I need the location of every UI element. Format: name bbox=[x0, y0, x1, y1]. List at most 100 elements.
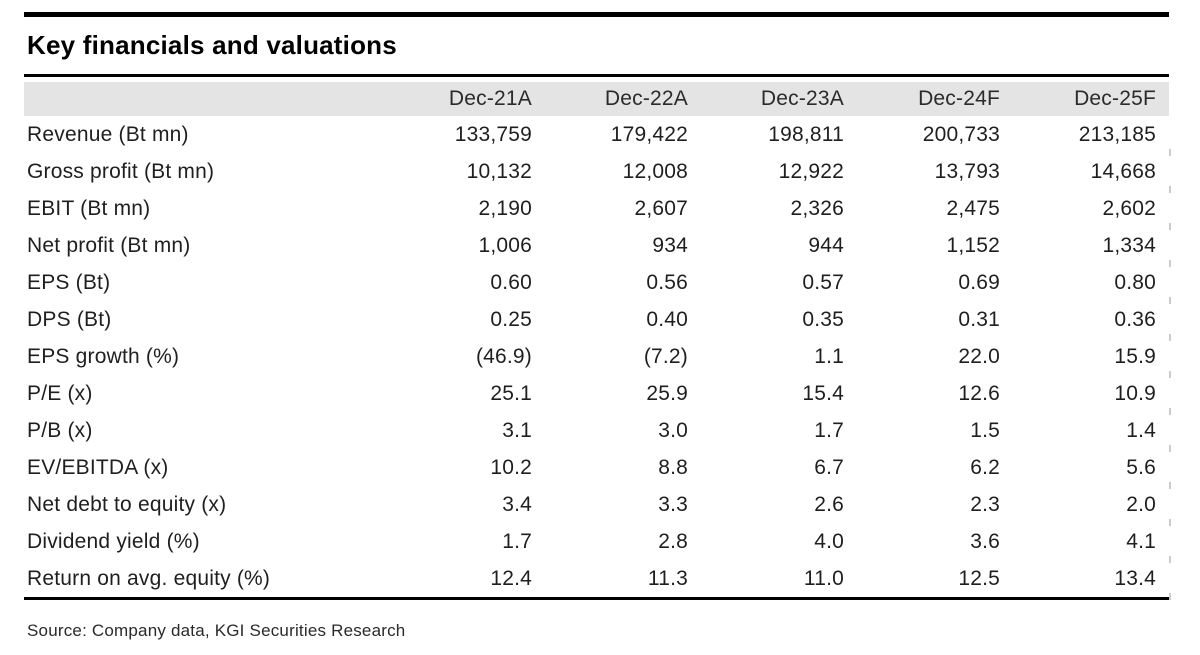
cell-value: 12,922 bbox=[778, 159, 844, 183]
cell-value: 213,185 bbox=[1078, 122, 1156, 146]
column-header: Dec-22A bbox=[604, 87, 688, 110]
table-row: EV/EBITDA (x) 10.2 8.8 6.7 6.2 5.6 bbox=[24, 449, 1171, 489]
cell-value: 12.5 bbox=[958, 566, 1000, 590]
row-label: Revenue (Bt mn) bbox=[27, 122, 189, 146]
cell-value: 0.60 bbox=[490, 270, 532, 294]
row-label: EV/EBITDA (x) bbox=[27, 455, 169, 479]
cell-value: 200,733 bbox=[922, 122, 1000, 146]
cell-value: 1,006 bbox=[478, 233, 532, 257]
cell-value: 8.8 bbox=[658, 455, 688, 479]
cell-value: 2.8 bbox=[658, 529, 688, 553]
cell-value: 3.0 bbox=[658, 418, 688, 442]
cell-value: 1.7 bbox=[814, 418, 844, 442]
cell-value: 1,334 bbox=[1102, 233, 1156, 257]
table-row: Dividend yield (%) 1.7 2.8 4.0 3.6 4.1 bbox=[24, 523, 1171, 563]
cell-value: 6.2 bbox=[970, 455, 1000, 479]
cell-value: 12,008 bbox=[622, 159, 688, 183]
cell-value: 0.36 bbox=[1114, 307, 1156, 331]
cell-value: (7.2) bbox=[643, 344, 688, 368]
bottom-divider bbox=[24, 597, 1169, 600]
cell-value: 6.7 bbox=[814, 455, 844, 479]
table-row: EBIT (Bt mn) 2,190 2,607 2,326 2,475 2,6… bbox=[24, 190, 1171, 230]
cell-value: 25.9 bbox=[646, 381, 688, 405]
column-header: Dec-23A bbox=[760, 87, 844, 110]
row-label: Net debt to equity (x) bbox=[27, 492, 227, 516]
cell-value: 12.4 bbox=[490, 566, 532, 590]
cell-value: 2,602 bbox=[1102, 196, 1156, 220]
cell-value: 2,326 bbox=[790, 196, 844, 220]
row-label: EBIT (Bt mn) bbox=[27, 196, 151, 220]
cell-value: 13.4 bbox=[1114, 566, 1156, 590]
cell-value: 3.1 bbox=[502, 418, 532, 442]
cell-value: 0.25 bbox=[490, 307, 532, 331]
cell-value: 2,190 bbox=[478, 196, 532, 220]
row-label: Dividend yield (%) bbox=[27, 529, 200, 553]
cell-value: 10.2 bbox=[490, 455, 532, 479]
row-label: Return on avg. equity (%) bbox=[27, 566, 271, 590]
table-row: P/B (x) 3.1 3.0 1.7 1.5 1.4 bbox=[24, 412, 1171, 452]
row-label: DPS (Bt) bbox=[27, 307, 112, 331]
cell-value: 2,607 bbox=[634, 196, 688, 220]
table-row: DPS (Bt) 0.25 0.40 0.35 0.31 0.36 bbox=[24, 301, 1171, 341]
cell-value: 3.3 bbox=[658, 492, 688, 516]
row-label: Net profit (Bt mn) bbox=[27, 233, 191, 257]
top-divider bbox=[24, 12, 1169, 17]
cell-value: 0.35 bbox=[802, 307, 844, 331]
cell-value: 1.5 bbox=[970, 418, 1000, 442]
cell-value: 11.0 bbox=[803, 566, 844, 590]
cell-value: 13,793 bbox=[934, 159, 1000, 183]
cell-value: 0.57 bbox=[802, 270, 844, 294]
cell-value: 2.0 bbox=[1126, 492, 1156, 516]
cell-value: 0.31 bbox=[958, 307, 1000, 331]
cell-value: 0.80 bbox=[1114, 270, 1156, 294]
title-divider bbox=[24, 74, 1169, 77]
table-row: Gross profit (Bt mn) 10,132 12,008 12,92… bbox=[24, 153, 1171, 193]
table-row: P/E (x) 25.1 25.9 15.4 12.6 10.9 bbox=[24, 375, 1171, 415]
table-row: Revenue (Bt mn) 133,759 179,422 198,811 … bbox=[24, 116, 1171, 156]
cell-value: 22.0 bbox=[958, 344, 1000, 368]
cell-value: 2.6 bbox=[814, 492, 844, 516]
row-label: P/E (x) bbox=[27, 381, 93, 405]
source-note: Source: Company data, KGI Securities Res… bbox=[27, 621, 406, 640]
cell-value: 10,132 bbox=[466, 159, 532, 183]
column-header: Dec-25F bbox=[1074, 87, 1156, 110]
table-row: EPS growth (%) (46.9) (7.2) 1.1 22.0 15.… bbox=[24, 338, 1171, 378]
cell-value: 11.3 bbox=[647, 566, 688, 590]
cell-value: 1.7 bbox=[502, 529, 532, 553]
cell-value: 1,152 bbox=[946, 233, 1000, 257]
cell-value: 934 bbox=[652, 233, 688, 257]
table-row: Net debt to equity (x) 3.4 3.3 2.6 2.3 2… bbox=[24, 486, 1171, 526]
cell-value: 1.1 bbox=[814, 344, 844, 368]
page-title: Key financials and valuations bbox=[27, 30, 397, 60]
cell-value: 12.6 bbox=[958, 381, 1000, 405]
cell-value: 1.4 bbox=[1126, 418, 1156, 442]
cell-value: 2,475 bbox=[946, 196, 1000, 220]
cell-value: 179,422 bbox=[610, 122, 688, 146]
table-row: EPS (Bt) 0.60 0.56 0.57 0.69 0.80 bbox=[24, 264, 1171, 304]
cell-value: 4.1 bbox=[1126, 529, 1156, 553]
table-row: Return on avg. equity (%) 12.4 11.3 11.0… bbox=[24, 560, 1171, 600]
cell-value: 3.4 bbox=[502, 492, 532, 516]
cell-value: 15.4 bbox=[802, 381, 844, 405]
cell-value: 0.40 bbox=[646, 307, 688, 331]
table-row: Net profit (Bt mn) 1,006 934 944 1,152 1… bbox=[24, 227, 1171, 267]
cell-value: 25.1 bbox=[490, 381, 532, 405]
column-header: Dec-21A bbox=[448, 87, 532, 110]
cell-value: 4.0 bbox=[814, 529, 844, 553]
cell-value: 3.6 bbox=[970, 529, 1000, 553]
cell-value: 14,668 bbox=[1090, 159, 1156, 183]
cell-value: (46.9) bbox=[475, 344, 532, 368]
cell-value: 15.9 bbox=[1114, 344, 1156, 368]
row-label: EPS growth (%) bbox=[27, 344, 180, 368]
row-label: EPS (Bt) bbox=[27, 270, 111, 294]
cell-value: 0.69 bbox=[958, 270, 1000, 294]
report-page: Key financials and valuations Dec-21A De… bbox=[24, 12, 1171, 640]
table-header-row: Dec-21A Dec-22A Dec-23A Dec-24F Dec-25F bbox=[24, 82, 1169, 116]
cell-value: 133,759 bbox=[454, 122, 532, 146]
row-label: P/B (x) bbox=[27, 418, 93, 442]
cell-value: 0.56 bbox=[646, 270, 688, 294]
cell-value: 5.6 bbox=[1126, 455, 1156, 479]
cell-value: 198,811 bbox=[768, 122, 844, 146]
financials-table: Dec-21A Dec-22A Dec-23A Dec-24F Dec-25F … bbox=[24, 82, 1171, 600]
cell-value: 10.9 bbox=[1114, 381, 1156, 405]
